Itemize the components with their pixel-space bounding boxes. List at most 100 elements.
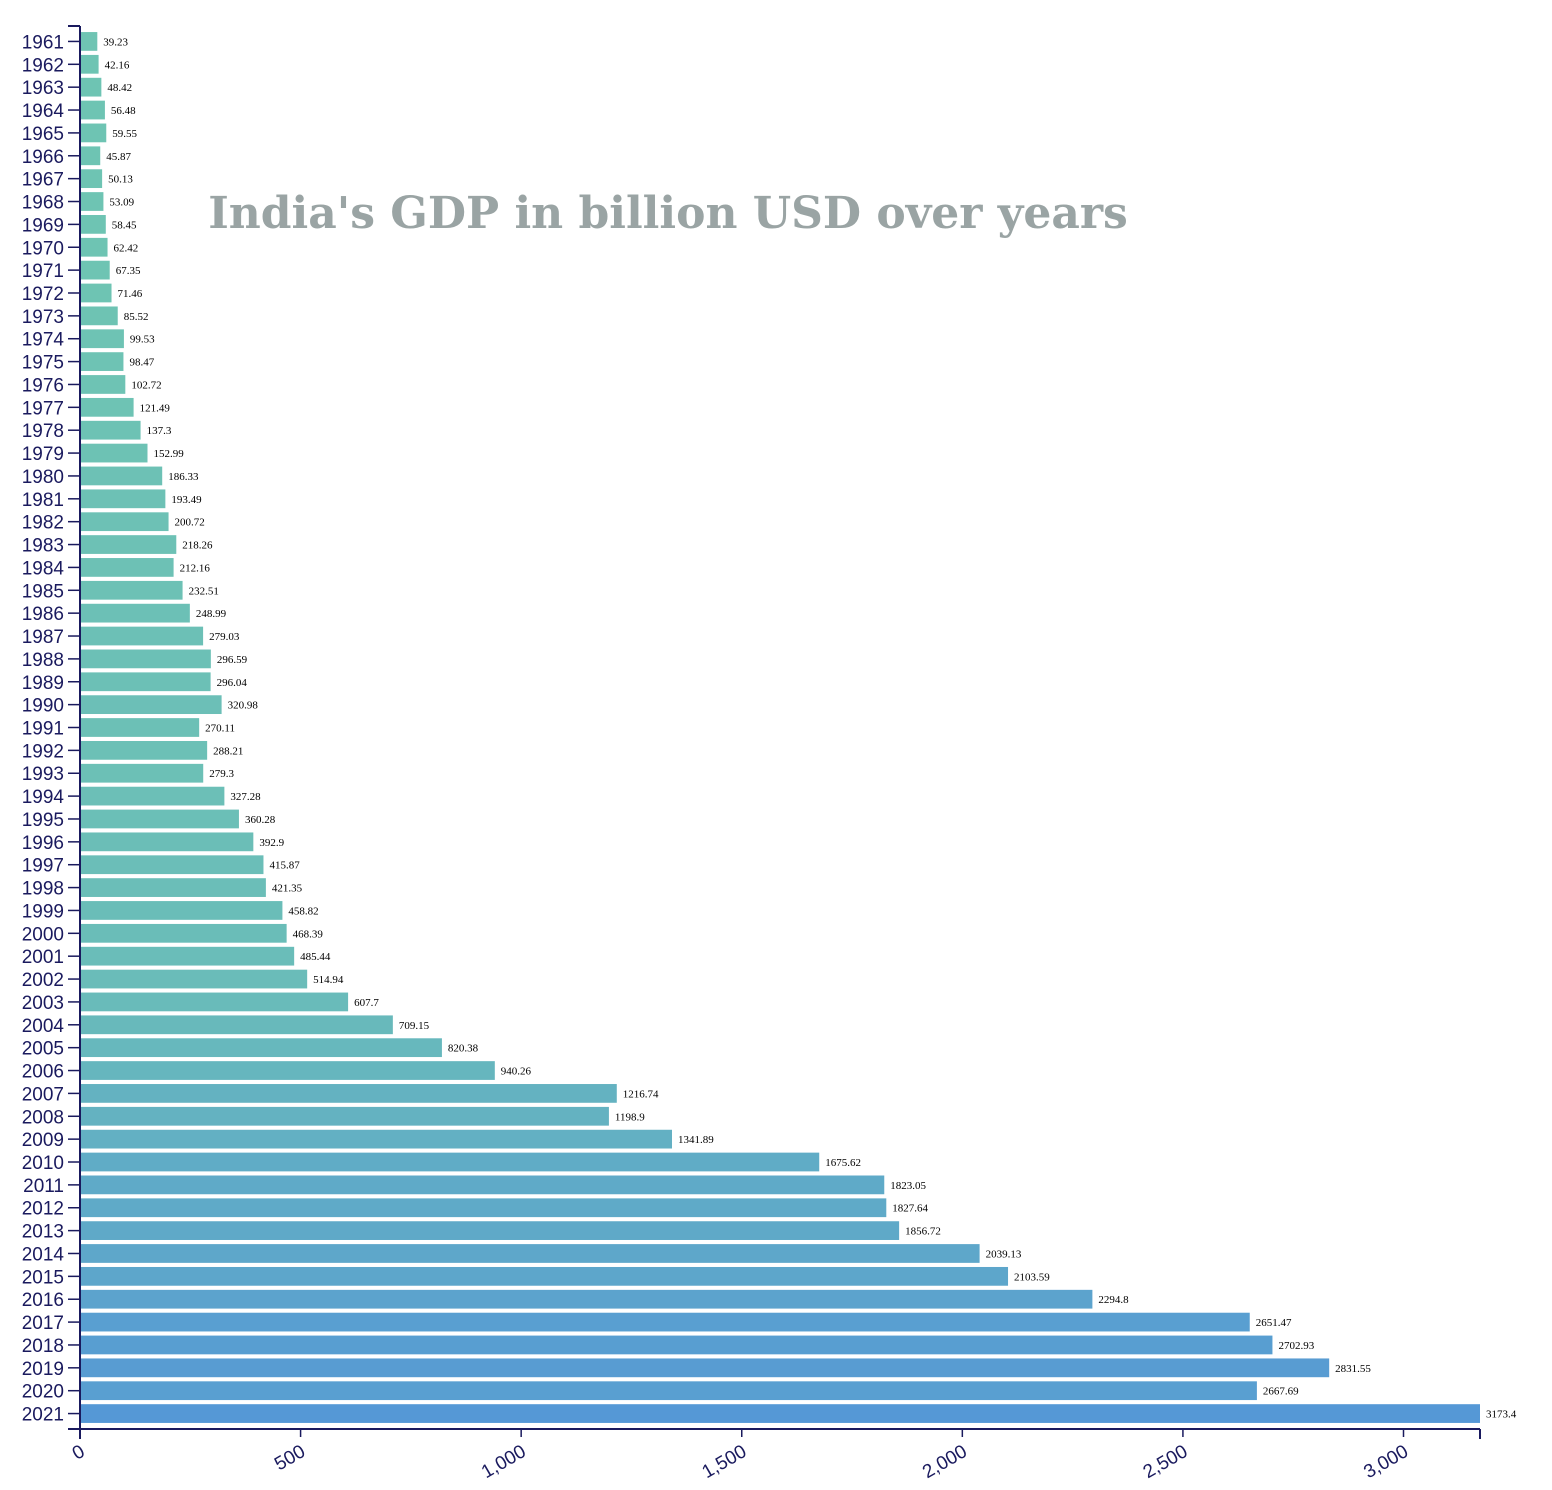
data-label-1984: 212.16 xyxy=(180,562,211,574)
y-tick-label-1995: 1995 xyxy=(22,810,64,831)
bar-1970 xyxy=(80,237,108,257)
y-tick-label-1962: 1962 xyxy=(22,55,64,76)
bar-1966 xyxy=(80,146,101,166)
data-label-2015: 2103.59 xyxy=(1014,1271,1050,1283)
x-tick-label-1,500: 1,500 xyxy=(699,1441,751,1483)
bar-1994 xyxy=(80,786,225,806)
y-tick-label-2003: 2003 xyxy=(22,993,64,1014)
y-tick-label-2017: 2017 xyxy=(22,1313,64,1334)
bar-2010 xyxy=(80,1152,820,1172)
y-tick-label-1992: 1992 xyxy=(22,741,64,762)
y-tick-label-1985: 1985 xyxy=(22,581,64,602)
bar-1967 xyxy=(80,169,103,189)
bar-1972 xyxy=(80,283,112,303)
bar-2019 xyxy=(80,1358,1330,1378)
bar-1969 xyxy=(80,215,106,234)
bar-2021 xyxy=(80,1404,1480,1423)
data-label-1991: 270.11 xyxy=(205,723,235,735)
data-label-2020: 2667.69 xyxy=(1263,1386,1299,1398)
bar-1975 xyxy=(80,352,124,371)
y-tick-label-2004: 2004 xyxy=(22,1016,65,1037)
y-tick-label-2001: 2001 xyxy=(22,947,64,968)
bar-2020 xyxy=(80,1381,1257,1401)
bar-1978 xyxy=(80,420,141,440)
y-tick-label-1990: 1990 xyxy=(22,696,64,717)
bar-2006 xyxy=(80,1061,495,1080)
bar-2014 xyxy=(80,1244,980,1263)
y-tick-label-2007: 2007 xyxy=(22,1084,64,1105)
data-label-2006: 940.26 xyxy=(501,1066,532,1078)
x-tick-label-500: 500 xyxy=(271,1441,309,1475)
data-label-1987: 279.03 xyxy=(209,631,240,643)
data-label-2017: 2651.47 xyxy=(1256,1317,1292,1329)
data-label-2008: 1198.9 xyxy=(615,1111,645,1123)
y-tick-label-2000: 2000 xyxy=(22,924,64,945)
y-tick-label-1984: 1984 xyxy=(22,558,65,579)
y-tick-label-2021: 2021 xyxy=(22,1405,64,1426)
data-label-2001: 485.44 xyxy=(300,951,331,963)
data-label-1989: 296.04 xyxy=(217,677,248,689)
data-label-2011: 1823.05 xyxy=(890,1180,926,1192)
y-tick-label-2012: 2012 xyxy=(22,1199,64,1220)
y-tick-label-1991: 1991 xyxy=(22,719,64,740)
x-axis: 0 500 1,000 1,500 2,000 2,500 3,000 xyxy=(69,1428,1481,1483)
data-label-2012: 1827.64 xyxy=(892,1203,928,1215)
bar-2018 xyxy=(80,1335,1273,1355)
x-tick-label-2,000: 2,000 xyxy=(919,1441,971,1483)
bar-1996 xyxy=(80,832,254,852)
bar-1993 xyxy=(80,763,204,783)
y-tick-label-1996: 1996 xyxy=(22,833,64,854)
data-label-1988: 296.59 xyxy=(217,654,248,666)
data-label-1976: 102.72 xyxy=(131,379,161,391)
bar-1962 xyxy=(80,54,99,74)
y-tick-label-2002: 2002 xyxy=(22,970,64,991)
y-tick-label-2019: 2019 xyxy=(22,1359,64,1380)
data-label-1979: 152.99 xyxy=(153,448,184,460)
bar-1963 xyxy=(80,77,102,97)
y-tick-label-1977: 1977 xyxy=(22,398,64,419)
y-tick-label-1993: 1993 xyxy=(22,764,64,785)
bar-2007 xyxy=(80,1084,617,1103)
y-tick-label-2005: 2005 xyxy=(22,1039,64,1060)
data-label-2014: 2039.13 xyxy=(986,1248,1022,1260)
data-label-2007: 1216.74 xyxy=(623,1088,659,1100)
bar-1989 xyxy=(80,672,211,692)
data-label-2021: 3173.4 xyxy=(1486,1409,1517,1421)
data-label-1963: 48.42 xyxy=(107,82,132,94)
x-tick-label-0: 0 xyxy=(69,1441,89,1464)
bar-1998 xyxy=(80,878,266,897)
y-tick-label-2010: 2010 xyxy=(22,1153,64,1174)
y-tick-label-1994: 1994 xyxy=(22,787,65,808)
bar-2017 xyxy=(80,1312,1250,1332)
y-tick-label-1975: 1975 xyxy=(22,353,64,374)
y-tick-label-1999: 1999 xyxy=(22,901,64,922)
data-label-1992: 288.21 xyxy=(213,745,243,757)
data-label-2010: 1675.62 xyxy=(825,1157,861,1169)
bar-2005 xyxy=(80,1038,442,1058)
bar-2000 xyxy=(80,923,287,943)
data-label-1998: 421.35 xyxy=(272,883,303,895)
data-label-1971: 67.35 xyxy=(116,265,141,277)
bar-1995 xyxy=(80,809,239,829)
bar-1979 xyxy=(80,443,148,463)
data-label-1997: 415.87 xyxy=(269,860,300,872)
y-tick-label-1970: 1970 xyxy=(22,238,64,259)
chart-title: India's GDP in billion USD over years xyxy=(208,188,1128,239)
data-label-1975: 98.47 xyxy=(129,357,154,369)
data-label-1964: 56.48 xyxy=(111,105,136,117)
y-tick-label-1983: 1983 xyxy=(22,536,64,557)
bar-2012 xyxy=(80,1198,887,1218)
bar-1973 xyxy=(80,306,118,326)
data-label-1993: 279.3 xyxy=(209,768,234,780)
y-tick-label-2013: 2013 xyxy=(22,1222,64,1243)
y-tick-label-1967: 1967 xyxy=(22,170,64,191)
data-label-2018: 2702.93 xyxy=(1278,1340,1314,1352)
y-tick-label-1969: 1969 xyxy=(22,215,64,236)
data-label-2013: 1856.72 xyxy=(905,1226,941,1238)
bar-1991 xyxy=(80,718,200,737)
y-tick-label-1976: 1976 xyxy=(22,375,64,396)
y-tick-label-1988: 1988 xyxy=(22,650,64,671)
y-tick-label-2006: 2006 xyxy=(22,1062,64,1083)
bar-1986 xyxy=(80,603,190,623)
bar-1990 xyxy=(80,695,222,715)
